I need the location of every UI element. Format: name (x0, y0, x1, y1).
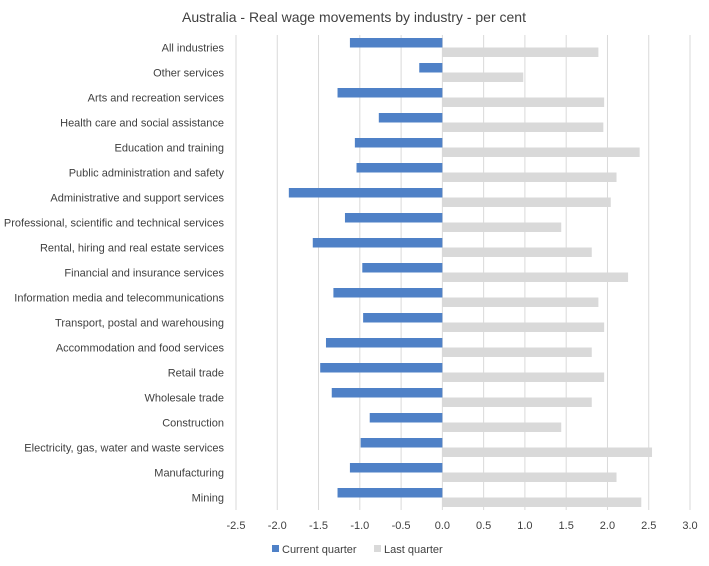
x-tick-label: 2.0 (600, 520, 615, 532)
bar-current-quarter (333, 288, 443, 298)
bar-current-quarter (349, 38, 443, 48)
bar-last-quarter (442, 347, 592, 357)
x-tick-label: 0.0 (435, 520, 450, 532)
bar-current-quarter (312, 238, 443, 248)
bar-current-quarter (356, 163, 443, 173)
bar-current-quarter (362, 263, 443, 273)
bar-current-quarter (325, 338, 443, 348)
category-label: Information media and telecommunications (14, 293, 224, 305)
bar-last-quarter (442, 372, 605, 382)
legend-label: Current quarter (282, 544, 357, 556)
x-tick-label: 1.5 (559, 520, 574, 532)
bar-last-quarter (442, 422, 562, 432)
bar-last-quarter (442, 322, 605, 332)
bar-current-quarter (354, 138, 443, 148)
bar-current-quarter (288, 188, 443, 198)
bar-current-quarter (331, 388, 443, 398)
category-label: Administrative and support services (50, 193, 224, 205)
bar-current-quarter (344, 213, 443, 223)
x-tick-label: -1.5 (309, 520, 328, 532)
category-label: Mining (192, 493, 224, 505)
bar-current-quarter (369, 413, 443, 423)
bar-last-quarter (442, 147, 640, 157)
x-tick-label: -1.0 (350, 520, 369, 532)
bar-current-quarter (337, 88, 443, 98)
x-tick-label: -2.5 (227, 520, 246, 532)
bar-last-quarter (442, 222, 562, 232)
bar-last-quarter (442, 397, 592, 407)
bar-current-quarter (363, 313, 443, 323)
bar-current-quarter (360, 438, 443, 448)
x-tick-label: 0.5 (476, 520, 491, 532)
bar-last-quarter (442, 97, 605, 107)
x-tick-label: 1.0 (517, 520, 532, 532)
x-tick-label: -0.5 (392, 520, 411, 532)
bar-last-quarter (442, 497, 642, 507)
category-label: Wholesale trade (145, 393, 225, 405)
category-label: Financial and insurance services (64, 268, 224, 280)
category-label: Construction (162, 418, 224, 430)
category-label: Health care and social assistance (60, 118, 224, 130)
legend-swatch (272, 545, 279, 552)
bar-current-quarter (349, 463, 443, 473)
legend-swatch (374, 545, 381, 552)
category-label: All industries (162, 43, 225, 55)
category-label: Manufacturing (154, 468, 224, 480)
category-label: Transport, postal and warehousing (55, 318, 224, 330)
bar-last-quarter (442, 447, 653, 457)
bar-last-quarter (442, 272, 629, 282)
bar-last-quarter (442, 47, 599, 57)
chart-title: Australia - Real wage movements by indus… (182, 9, 526, 25)
category-label: Other services (153, 68, 224, 80)
category-label: Rental, hiring and real estate services (40, 243, 225, 255)
x-tick-label: 2.5 (641, 520, 656, 532)
category-label: Arts and recreation services (88, 93, 225, 105)
x-tick-label: 3.0 (682, 520, 697, 532)
category-labels: All industries Other services Arts and rec… (4, 43, 225, 505)
bar-last-quarter (442, 197, 611, 207)
category-label: Public administration and safety (69, 168, 225, 180)
bar-last-quarter (442, 122, 604, 132)
bar-current-quarter (337, 488, 443, 498)
bar-current-quarter (320, 363, 443, 373)
bar-last-quarter (442, 172, 617, 182)
x-tick-labels: -2.5 -2.0 -1.5 -1.0 -0.5 0.0 0.5 1.0 1.5 2.0 2.5 3.… (227, 520, 698, 532)
bar-current-quarter (419, 63, 443, 73)
category-label: Education and training (115, 143, 224, 155)
bar-last-quarter (442, 297, 599, 307)
legend: Current quarter Last quarter (272, 544, 443, 556)
legend-label: Last quarter (384, 544, 443, 556)
bar-current-quarter (378, 113, 443, 123)
category-label: Retail trade (168, 368, 224, 380)
bar-last-quarter (442, 247, 592, 257)
category-label: Professional, scientific and technical s… (4, 218, 225, 230)
bar-last-quarter (442, 472, 617, 482)
x-tick-label: -2.0 (268, 520, 287, 532)
bar-last-quarter (442, 72, 524, 82)
category-label: Accommodation and food services (56, 343, 225, 355)
bars (288, 38, 653, 507)
category-label: Electricity, gas, water and waste servic… (24, 443, 224, 455)
